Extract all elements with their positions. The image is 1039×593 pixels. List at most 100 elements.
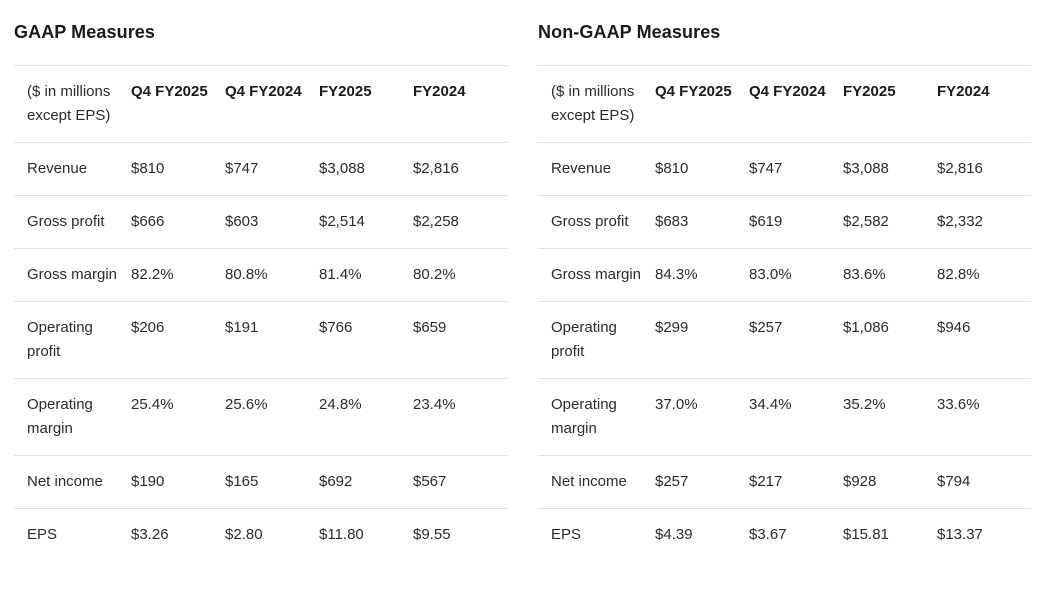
table-header-row: ($ in millions except EPS) Q4 FY2025 Q4 … [14,65,507,143]
table-cell: 25.6% [225,378,319,456]
table-cell: $810 [131,142,225,196]
unit-header: ($ in millions except EPS) [538,65,655,143]
table-cell: 35.2% [843,378,937,456]
table-cell: $4.39 [655,508,749,561]
table-cell: $206 [131,301,225,379]
table-row: Gross margin 84.3% 83.0% 83.6% 82.8% [538,248,1031,302]
row-label: Operating profit [14,301,131,379]
table-cell: $603 [225,195,319,249]
table-cell: $299 [655,301,749,379]
table-cell: $692 [319,455,413,509]
table-cell: $191 [225,301,319,379]
table-row: Gross margin 82.2% 80.8% 81.4% 80.2% [14,248,507,302]
column-header-fy2024: FY2024 [413,65,507,143]
column-header-fy2025: FY2025 [319,65,413,143]
column-header-q4-fy2024: Q4 FY2024 [749,65,843,143]
table-cell: $217 [749,455,843,509]
table-cell: $165 [225,455,319,509]
table-row: Gross profit $666 $603 $2,514 $2,258 [14,195,507,249]
table-cell: 23.4% [413,378,507,456]
table-cell: $2,258 [413,195,507,249]
table-cell: $946 [937,301,1031,379]
table-cell: $1,086 [843,301,937,379]
table-cell: 83.6% [843,248,937,302]
column-header-q4-fy2024: Q4 FY2024 [225,65,319,143]
row-label: Net income [14,455,131,509]
table-cell: $2,816 [413,142,507,196]
table-cell: $683 [655,195,749,249]
row-label: Operating margin [538,378,655,456]
table-cell: $9.55 [413,508,507,561]
table-row: EPS $4.39 $3.67 $15.81 $13.37 [538,508,1031,561]
table-cell: $659 [413,301,507,379]
row-label: EPS [538,508,655,561]
table-cell: $666 [131,195,225,249]
table-cell: $747 [225,142,319,196]
column-header-fy2025: FY2025 [843,65,937,143]
row-label: Revenue [538,142,655,196]
table-cell: $2,816 [937,142,1031,196]
table-row: Operating margin 37.0% 34.4% 35.2% 33.6% [538,378,1031,456]
row-label: Gross margin [14,248,131,302]
table-cell: $2,582 [843,195,937,249]
table-row: Revenue $810 $747 $3,088 $2,816 [538,142,1031,196]
table-cell: 24.8% [319,378,413,456]
table-cell: $11.80 [319,508,413,561]
row-label: Gross profit [538,195,655,249]
table-cell: $619 [749,195,843,249]
table-cell: $766 [319,301,413,379]
table-cell: $190 [131,455,225,509]
table-cell: $257 [655,455,749,509]
table-cell: 33.6% [937,378,1031,456]
table-cell: $2,514 [319,195,413,249]
non-gaap-title: Non-GAAP Measures [538,22,721,42]
table-cell: $810 [655,142,749,196]
table-cell: $3.26 [131,508,225,561]
table-cell: 84.3% [655,248,749,302]
table-row: EPS $3.26 $2.80 $11.80 $9.55 [14,508,507,561]
row-label: Net income [538,455,655,509]
table-cell: 37.0% [655,378,749,456]
table-header-row: ($ in millions except EPS) Q4 FY2025 Q4 … [538,65,1031,143]
table-row: Operating profit $299 $257 $1,086 $946 [538,301,1031,379]
table-row: Operating profit $206 $191 $766 $659 [14,301,507,379]
table-cell: 82.8% [937,248,1031,302]
row-label: Operating profit [538,301,655,379]
table-cell: $928 [843,455,937,509]
table-cell: $3,088 [319,142,413,196]
table-cell: $3.67 [749,508,843,561]
gaap-table: ($ in millions except EPS) Q4 FY2025 Q4 … [14,65,507,561]
table-cell: $794 [937,455,1031,509]
column-header-fy2024: FY2024 [937,65,1031,143]
table-row: Net income $257 $217 $928 $794 [538,455,1031,509]
table-cell: $3,088 [843,142,937,196]
table-cell: 82.2% [131,248,225,302]
table-cell: $15.81 [843,508,937,561]
table-row: Operating margin 25.4% 25.6% 24.8% 23.4% [14,378,507,456]
table-cell: 34.4% [749,378,843,456]
table-cell: $2.80 [225,508,319,561]
table-cell: 80.2% [413,248,507,302]
table-row: Revenue $810 $747 $3,088 $2,816 [14,142,507,196]
table-cell: 81.4% [319,248,413,302]
table-cell: 25.4% [131,378,225,456]
table-cell: $567 [413,455,507,509]
non-gaap-table: ($ in millions except EPS) Q4 FY2025 Q4 … [538,65,1031,561]
gaap-title: GAAP Measures [14,22,156,42]
column-header-q4-fy2025: Q4 FY2025 [131,65,225,143]
table-row: Gross profit $683 $619 $2,582 $2,332 [538,195,1031,249]
table-cell: $257 [749,301,843,379]
row-label: EPS [14,508,131,561]
table-cell: 80.8% [225,248,319,302]
row-label: Gross margin [538,248,655,302]
row-label: Revenue [14,142,131,196]
table-cell: $747 [749,142,843,196]
row-label: Gross profit [14,195,131,249]
column-header-q4-fy2025: Q4 FY2025 [655,65,749,143]
table-cell: $13.37 [937,508,1031,561]
table-row: Net income $190 $165 $692 $567 [14,455,507,509]
table-cell: 83.0% [749,248,843,302]
unit-header: ($ in millions except EPS) [14,65,131,143]
table-cell: $2,332 [937,195,1031,249]
row-label: Operating margin [14,378,131,456]
